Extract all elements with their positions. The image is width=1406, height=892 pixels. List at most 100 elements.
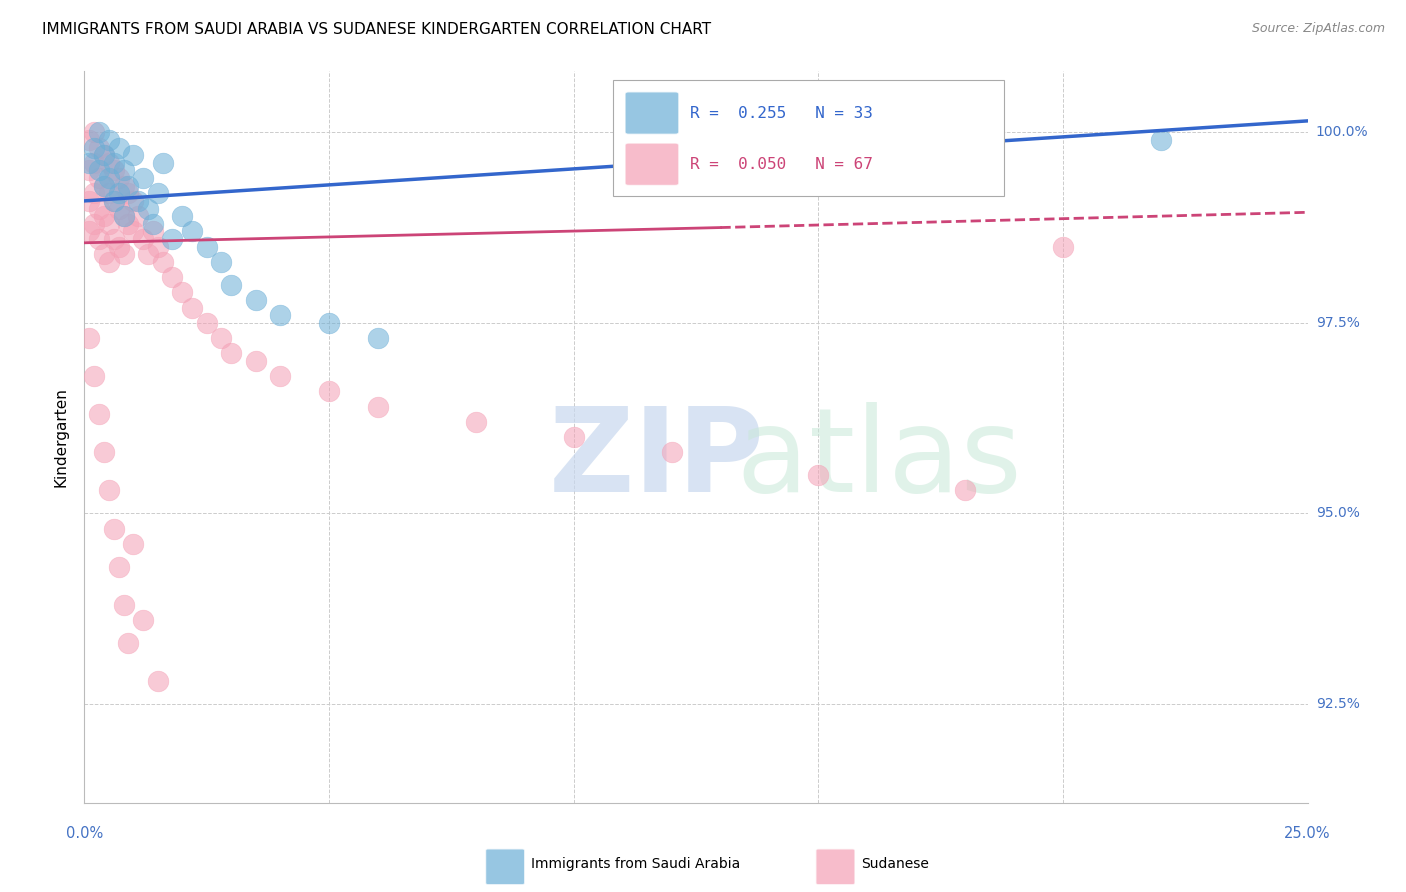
Point xyxy=(103,194,125,208)
Point xyxy=(219,346,242,360)
Point xyxy=(122,194,145,208)
Text: ZIP: ZIP xyxy=(550,401,765,516)
Point xyxy=(97,133,120,147)
Point xyxy=(146,673,169,688)
Point xyxy=(195,239,218,253)
Point xyxy=(103,232,125,246)
Point xyxy=(209,255,232,269)
Point xyxy=(195,316,218,330)
Point xyxy=(103,522,125,536)
Point xyxy=(1150,133,1173,147)
Point xyxy=(318,316,340,330)
Point xyxy=(107,202,129,216)
Point xyxy=(87,171,110,186)
Point xyxy=(83,140,105,154)
Point xyxy=(97,186,120,201)
Point xyxy=(77,224,100,238)
Point xyxy=(181,224,204,238)
Point xyxy=(83,155,105,169)
Point xyxy=(367,400,389,414)
Point xyxy=(93,178,115,193)
Text: Source: ZipAtlas.com: Source: ZipAtlas.com xyxy=(1251,22,1385,36)
Point xyxy=(464,415,486,429)
Point xyxy=(117,178,139,193)
Text: IMMIGRANTS FROM SAUDI ARABIA VS SUDANESE KINDERGARTEN CORRELATION CHART: IMMIGRANTS FROM SAUDI ARABIA VS SUDANESE… xyxy=(42,22,711,37)
FancyBboxPatch shape xyxy=(485,849,524,885)
Point xyxy=(132,232,155,246)
Point xyxy=(107,239,129,253)
Point xyxy=(97,155,120,169)
Point xyxy=(953,483,976,498)
Text: 0.0%: 0.0% xyxy=(66,826,103,840)
Text: R =  0.255   N = 33: R = 0.255 N = 33 xyxy=(690,105,873,120)
Point xyxy=(245,354,267,368)
Point xyxy=(136,247,159,261)
Y-axis label: Kindergarten: Kindergarten xyxy=(53,387,69,487)
Point xyxy=(93,178,115,193)
Point xyxy=(162,232,184,246)
Point xyxy=(146,186,169,201)
Point xyxy=(103,155,125,169)
Point xyxy=(172,209,194,223)
Point xyxy=(83,369,105,384)
Point xyxy=(97,483,120,498)
Point xyxy=(77,163,100,178)
Text: R =  0.050   N = 67: R = 0.050 N = 67 xyxy=(690,157,873,172)
Point xyxy=(103,163,125,178)
Point xyxy=(367,331,389,345)
Point xyxy=(83,125,105,139)
Point xyxy=(87,202,110,216)
Text: atlas: atlas xyxy=(550,401,1022,516)
Point xyxy=(87,232,110,246)
Text: 95.0%: 95.0% xyxy=(1316,507,1360,520)
Point xyxy=(152,255,174,269)
Point xyxy=(117,636,139,650)
Point xyxy=(209,331,232,345)
Point xyxy=(122,148,145,162)
Text: Sudanese: Sudanese xyxy=(860,856,929,871)
Point xyxy=(97,171,120,186)
Point xyxy=(112,209,135,223)
Point xyxy=(112,163,135,178)
Point xyxy=(97,255,120,269)
FancyBboxPatch shape xyxy=(626,92,679,135)
Point xyxy=(77,155,100,169)
Point xyxy=(661,445,683,459)
Text: 25.0%: 25.0% xyxy=(1284,826,1331,840)
Point xyxy=(93,247,115,261)
FancyBboxPatch shape xyxy=(815,849,855,885)
FancyBboxPatch shape xyxy=(613,80,1004,195)
Point xyxy=(87,163,110,178)
Point xyxy=(117,217,139,231)
Point xyxy=(97,217,120,231)
Point xyxy=(107,171,129,186)
Point xyxy=(93,148,115,162)
Point xyxy=(87,125,110,139)
Point xyxy=(132,171,155,186)
Point xyxy=(181,301,204,315)
Point xyxy=(136,202,159,216)
Point xyxy=(107,186,129,201)
Point xyxy=(269,308,291,322)
Text: 97.5%: 97.5% xyxy=(1316,316,1360,330)
Point xyxy=(142,224,165,238)
Point xyxy=(132,613,155,627)
Point xyxy=(117,186,139,201)
Point xyxy=(112,598,135,612)
Point xyxy=(93,209,115,223)
Point xyxy=(107,140,129,154)
Point xyxy=(146,239,169,253)
Point xyxy=(122,224,145,238)
Point xyxy=(172,285,194,300)
Point xyxy=(1052,239,1074,253)
Point xyxy=(127,209,149,223)
Point xyxy=(245,293,267,307)
Text: 100.0%: 100.0% xyxy=(1316,125,1368,139)
Point xyxy=(93,148,115,162)
Point xyxy=(103,194,125,208)
Point xyxy=(107,559,129,574)
Point xyxy=(122,537,145,551)
Point xyxy=(83,186,105,201)
Point xyxy=(112,178,135,193)
FancyBboxPatch shape xyxy=(626,143,679,186)
